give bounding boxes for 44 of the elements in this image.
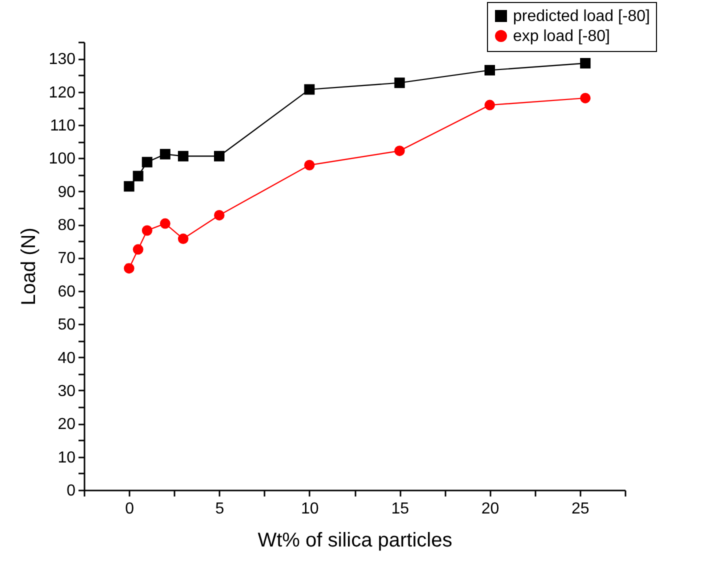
legend-label: predicted load [-80] [513, 8, 650, 25]
point [132, 170, 144, 182]
legend-label: exp load [-80] [513, 28, 610, 45]
y-axis-title: Load (N) [18, 228, 40, 306]
y-tick-label: 60 [58, 283, 76, 300]
point [304, 160, 315, 170]
y-tick-label: 90 [58, 184, 76, 201]
point [160, 218, 170, 229]
y-tick-label: 110 [50, 117, 76, 134]
point [580, 92, 591, 104]
point [124, 181, 134, 192]
y-tick-label: 50 [58, 316, 76, 334]
y-tick-label: 10 [58, 449, 76, 466]
point [304, 84, 315, 95]
y-tick-label: 130 [48, 51, 76, 68]
point [178, 150, 188, 162]
y-tick-label: 30 [58, 382, 76, 400]
y-tick-label: 100 [48, 150, 76, 168]
point [178, 234, 188, 244]
point [580, 58, 591, 68]
point [484, 100, 495, 110]
x-tick-label: 25 [572, 500, 590, 518]
x-tick-label: 20 [481, 500, 500, 518]
point [142, 225, 152, 236]
point [484, 64, 495, 76]
point [394, 78, 405, 88]
y-tick-label: 20 [58, 416, 76, 434]
y-tick-label: 80 [58, 217, 76, 234]
point [124, 263, 134, 274]
point [214, 150, 224, 162]
y-tick-label: 70 [58, 250, 76, 268]
point [394, 146, 405, 156]
y-tick-label: 120 [48, 84, 76, 102]
x-tick-label: 15 [391, 500, 410, 518]
y-tick-label: 0 [66, 482, 76, 500]
point [142, 156, 152, 168]
point [132, 244, 144, 255]
point [160, 148, 170, 160]
y-tick-label: 40 [58, 350, 76, 367]
x-tick-label: 0 [125, 500, 134, 518]
x-tick-label: 5 [215, 500, 224, 518]
point [214, 210, 224, 220]
x-axis-title: Wt% of silica particles [258, 530, 452, 552]
x-tick-label: 10 [301, 500, 319, 518]
